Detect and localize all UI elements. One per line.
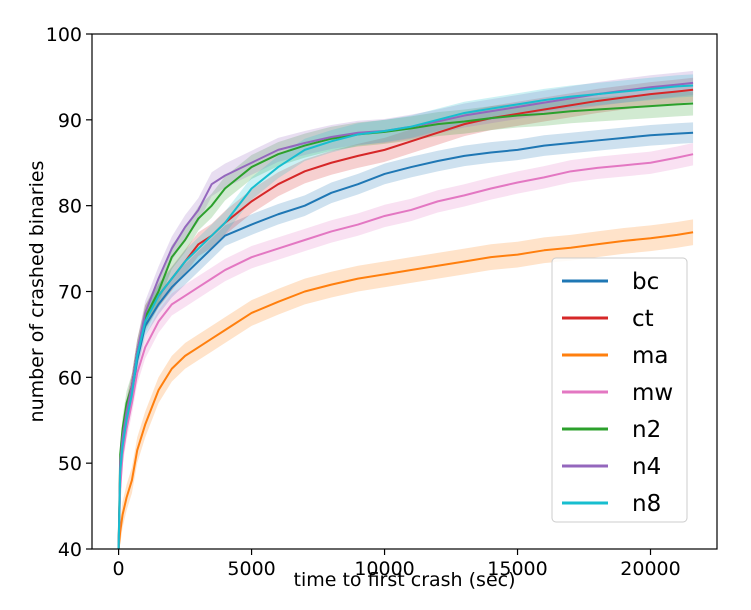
series-ma	[117, 231, 694, 550]
y-tick-label: 90	[58, 110, 82, 132]
x-tick-label: 0	[113, 558, 125, 580]
x-axis-ticks: 0 5000 10000 15000 20000	[113, 549, 681, 580]
y-tick-label: 80	[58, 196, 82, 218]
y-tick-label: 40	[58, 539, 82, 561]
legend-label-ct: ct	[632, 306, 654, 332]
y-axis-label: number of crashed binaries	[26, 161, 48, 423]
series-lines	[117, 81, 694, 550]
series-mw	[117, 153, 694, 550]
y-tick-label: 100	[46, 24, 82, 46]
band-ma	[118, 219, 694, 549]
legend-box	[551, 257, 688, 523]
band-mw	[118, 143, 694, 549]
legend-label-n2: n2	[632, 417, 661, 443]
legend-label-ma: ma	[632, 343, 669, 369]
legend-label-bc: bc	[632, 269, 659, 295]
x-tick-label: 10000	[354, 558, 414, 580]
legend-label-n8: n8	[632, 491, 661, 517]
x-tick-label: 15000	[487, 558, 547, 580]
y-tick-label: 70	[58, 282, 82, 304]
legend-label-n4: n4	[632, 454, 661, 480]
x-tick-label: 20000	[620, 558, 680, 580]
x-axis-label: time to first crash (sec)	[294, 569, 516, 591]
x-tick-label: 5000	[227, 558, 275, 580]
series-n8	[117, 84, 694, 550]
legend: bc ct ma mw n2 n4 n8	[551, 257, 688, 523]
legend-label-mw: mw	[632, 380, 673, 406]
band-bc	[118, 122, 694, 550]
y-tick-label: 60	[58, 367, 82, 389]
y-axis-ticks: 40 50 60 70 80 90 100	[46, 24, 92, 561]
y-tick-label: 50	[58, 453, 82, 475]
